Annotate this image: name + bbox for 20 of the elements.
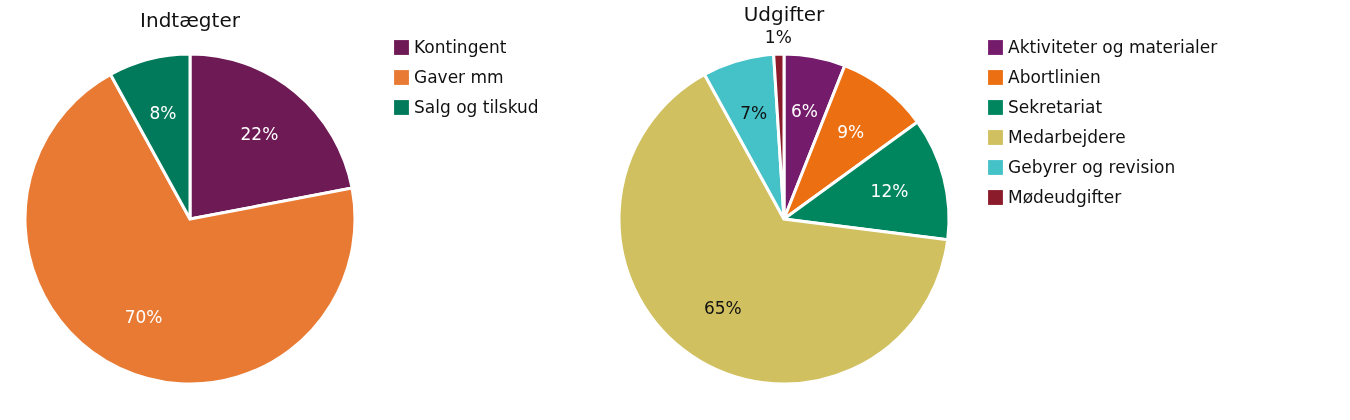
data-label: 65% xyxy=(703,298,742,319)
legend-label: Gaver mm xyxy=(414,66,504,87)
legend-label: Aktiviteter og materialer xyxy=(1008,36,1218,57)
legend-label: Medarbejdere xyxy=(1008,126,1126,147)
legend-label: Kontingent xyxy=(414,36,507,57)
data-label: 12% xyxy=(870,180,909,201)
data-label: 7% xyxy=(740,103,768,124)
data-label: 6% xyxy=(790,101,818,122)
data-label: 70% xyxy=(124,306,163,327)
data-label: 9% xyxy=(837,121,865,142)
legend-label: Mødeudgifter xyxy=(1008,186,1122,207)
legend-label: Salg og tilskud xyxy=(414,96,539,117)
legend-label: Sekretariat xyxy=(1008,96,1103,117)
chart-title: Udgifter xyxy=(743,2,826,27)
data-label: 22% xyxy=(240,124,279,145)
legend-label: Abortlinien xyxy=(1008,66,1101,87)
data-label: 8% xyxy=(149,102,177,123)
legend-label: Gebyrer og revision xyxy=(1008,156,1176,177)
data-label: 1% xyxy=(764,27,792,48)
chart-title: Indtægter xyxy=(140,7,241,32)
